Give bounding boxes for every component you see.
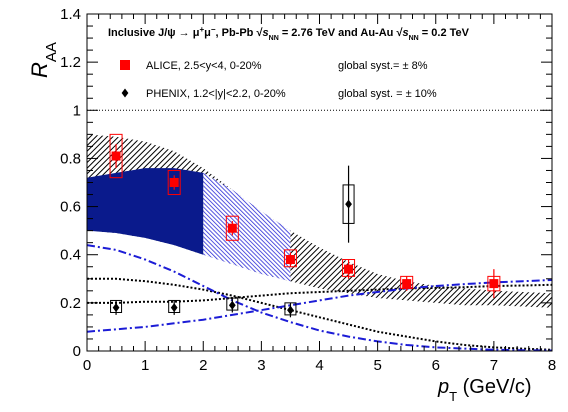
x-tick-label: 8 (548, 357, 556, 374)
y-tick-label: 0.4 (60, 247, 81, 264)
header-energy-2: = 0.2 TeV (419, 27, 470, 39)
x-tick-label: 6 (432, 357, 440, 374)
y-tick-label: 0.6 (60, 199, 81, 216)
header-s-1: s (263, 27, 269, 39)
series-phenix (110, 165, 355, 318)
header-minus: − (211, 25, 216, 34)
y-tick-label: 1 (73, 102, 81, 119)
header-sub-2: NN (409, 35, 419, 42)
chart-header: Inclusive J/ψ → μ+μ−, Pb-Pb √sNN = 2.76 … (108, 25, 470, 42)
data-point-square (489, 279, 499, 289)
theory-curve-black-dotted-2 (87, 283, 553, 304)
header-s-2: s (402, 27, 408, 39)
y-tick-label: 1.4 (60, 6, 81, 23)
y-axis-label-sub: AA (43, 42, 60, 62)
header-prefix: Inclusive J/ψ → μ (108, 27, 199, 39)
x-axis-label: pT (GeV/c) (437, 376, 532, 404)
syst-box (167, 169, 181, 196)
data-point-square (344, 264, 354, 274)
theory-curve-blue-dashdot-3 (86, 244, 553, 352)
x-axis-label-main: p (437, 376, 449, 398)
legend-marker-diamond (121, 88, 129, 98)
x-axis-label-unit: (GeV/c) (457, 376, 531, 398)
syst-box (109, 133, 123, 179)
theory-curves (86, 244, 553, 352)
legend-label: PHENIX, 1.2<|y|<2.2, 0-20% (146, 88, 286, 100)
data-points (109, 133, 501, 318)
header-mu: μ (204, 27, 211, 39)
data-point-square (285, 255, 295, 265)
y-tick-label: 1.2 (60, 54, 81, 71)
x-tick-label: 2 (199, 357, 207, 374)
header-energy-1: = 2.76 TeV and Au-Au (279, 27, 397, 39)
y-tick-label: 0 (73, 343, 81, 360)
data-point-diamond (228, 300, 236, 310)
y-axis-label: RAA (27, 42, 60, 78)
header-plus: + (199, 25, 204, 34)
theory-band-blue-hatched (203, 172, 291, 282)
header-sqrt-2: √ (396, 27, 403, 39)
theory-bands (87, 134, 552, 308)
x-tick-label: 0 (83, 357, 91, 374)
legend-global-syst: global syst. = ± 10% (338, 88, 437, 100)
data-point-square (111, 151, 121, 161)
syst-box (225, 215, 239, 241)
y-axis-label-main: R (27, 62, 52, 78)
x-axis-label-sub: T (449, 389, 457, 404)
data-point-diamond (345, 199, 352, 209)
axis-ticks: 0 1 2 3 4 5 6 7 8 0 0.2 0.4 0.6 0.8 1 1.2 1.4 (60, 6, 556, 374)
y-tick-label: 0.2 (60, 295, 81, 312)
x-tick-label: 5 (373, 357, 381, 374)
header-sqrt-1: √ (256, 27, 263, 39)
legend: ALICE, 2.5<y<4, 0-20% global syst.= ± 8% P… (120, 60, 437, 100)
x-tick-label: 3 (257, 357, 265, 374)
data-point-square (227, 223, 237, 233)
data-point-square (402, 279, 412, 289)
data-point-diamond (112, 303, 120, 313)
x-tick-label: 4 (315, 357, 323, 374)
x-tick-label: 7 (490, 357, 498, 374)
legend-global-syst: global syst.= ± 8% (338, 60, 428, 72)
series-alice (109, 133, 501, 299)
y-tick-label: 0.8 (60, 150, 81, 167)
legend-label: ALICE, 2.5<y<4, 0-20% (146, 60, 262, 72)
header-mid: , Pb-Pb (216, 27, 257, 39)
data-point-square (169, 178, 179, 187)
theory-curve-black-dotted-1 (87, 277, 553, 351)
theory-band-blue-solid (87, 168, 204, 255)
data-point-diamond (170, 303, 178, 313)
data-point-diamond (287, 305, 294, 315)
theory-curve-blue-dashdot-4 (86, 279, 553, 333)
header-sub-1: NN (269, 35, 279, 42)
legend-marker-square (120, 60, 130, 70)
x-tick-label: 1 (141, 357, 149, 374)
